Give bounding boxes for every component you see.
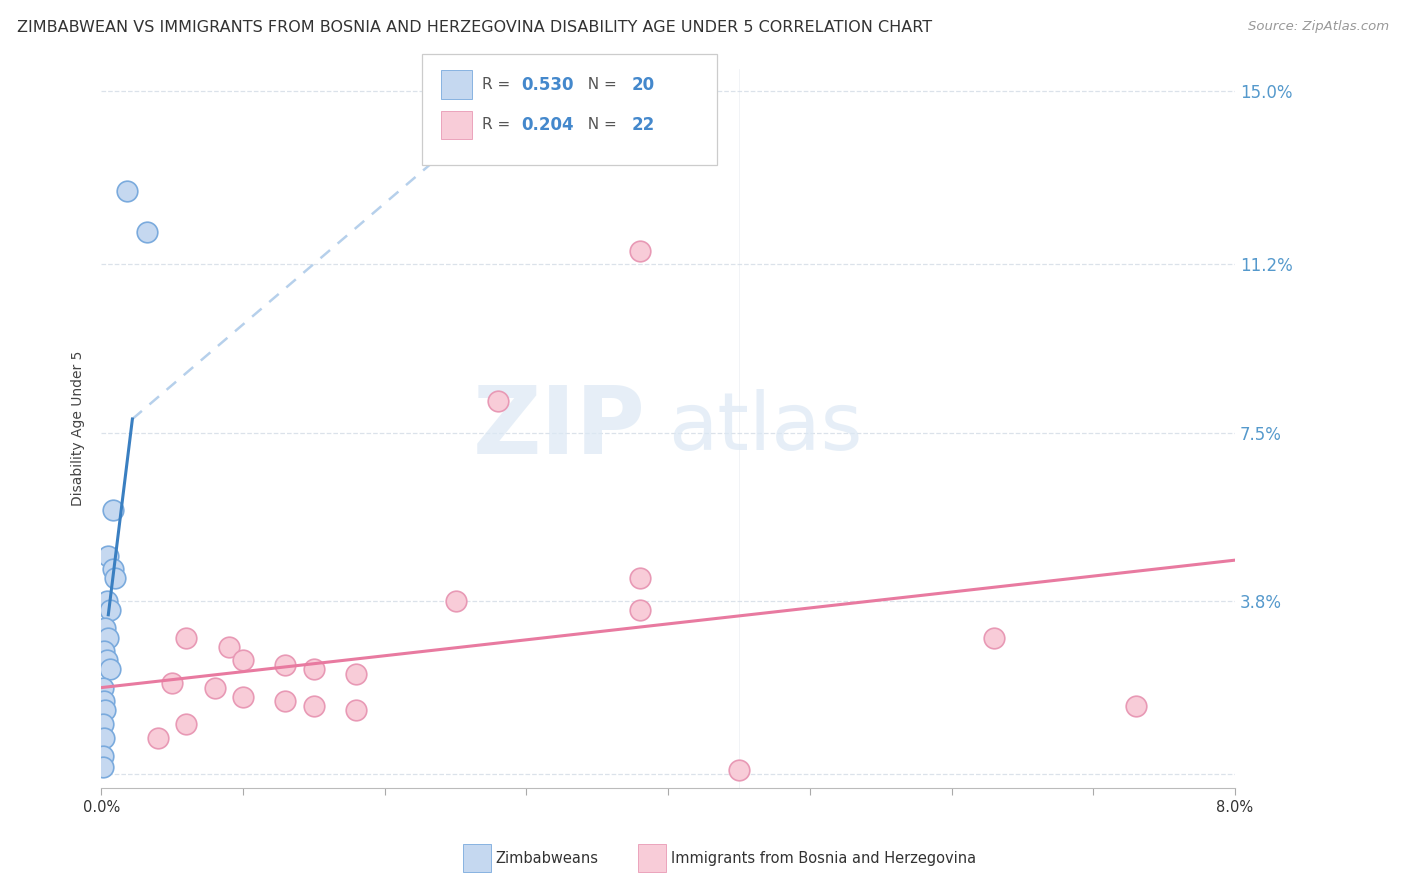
Point	[344, 667, 367, 681]
Point	[93, 694, 115, 708]
Point	[98, 603, 121, 617]
Point	[302, 662, 325, 676]
Point	[146, 731, 169, 745]
Text: ZIP: ZIP	[472, 382, 645, 475]
Text: N =: N =	[578, 78, 621, 92]
Text: N =: N =	[578, 118, 621, 132]
Point	[174, 631, 197, 645]
Point	[628, 244, 651, 258]
Point	[104, 571, 127, 585]
Point	[444, 594, 467, 608]
Point	[232, 653, 254, 667]
Point	[486, 393, 509, 408]
Text: 22: 22	[631, 116, 655, 134]
Text: R =: R =	[482, 78, 516, 92]
Point	[97, 549, 120, 563]
Text: atlas: atlas	[668, 389, 862, 467]
Point	[91, 717, 114, 731]
Point	[101, 503, 124, 517]
Point	[96, 594, 118, 608]
Point	[983, 631, 1005, 645]
Text: 0.204: 0.204	[522, 116, 574, 134]
Point	[628, 603, 651, 617]
Point	[218, 640, 240, 654]
Text: R =: R =	[482, 118, 516, 132]
Point	[344, 703, 367, 717]
Point	[274, 694, 297, 708]
Point	[115, 185, 138, 199]
Point	[728, 763, 751, 777]
Point	[91, 748, 114, 763]
Point	[93, 731, 115, 745]
Point	[91, 760, 114, 774]
Point	[628, 571, 651, 585]
Point	[101, 562, 124, 576]
Point	[98, 662, 121, 676]
Point	[274, 657, 297, 672]
Point	[302, 698, 325, 713]
Point	[91, 681, 114, 695]
Point	[97, 631, 120, 645]
Text: 20: 20	[631, 76, 654, 94]
Text: Source: ZipAtlas.com: Source: ZipAtlas.com	[1249, 20, 1389, 33]
Text: Immigrants from Bosnia and Herzegovina: Immigrants from Bosnia and Herzegovina	[671, 851, 976, 865]
Point	[160, 676, 183, 690]
Point	[204, 681, 226, 695]
Point	[96, 653, 118, 667]
Point	[94, 703, 117, 717]
Point	[174, 717, 197, 731]
Text: 0.530: 0.530	[522, 76, 574, 94]
Point	[135, 226, 157, 240]
Point	[1125, 698, 1147, 713]
Point	[93, 644, 115, 658]
Text: ZIMBABWEAN VS IMMIGRANTS FROM BOSNIA AND HERZEGOVINA DISABILITY AGE UNDER 5 CORR: ZIMBABWEAN VS IMMIGRANTS FROM BOSNIA AND…	[17, 20, 932, 35]
Y-axis label: Disability Age Under 5: Disability Age Under 5	[72, 351, 86, 506]
Point	[94, 622, 117, 636]
Point	[232, 690, 254, 704]
Text: Zimbabweans: Zimbabweans	[495, 851, 598, 865]
